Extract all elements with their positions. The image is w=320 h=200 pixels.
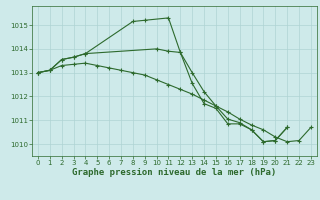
X-axis label: Graphe pression niveau de la mer (hPa): Graphe pression niveau de la mer (hPa) bbox=[72, 168, 276, 177]
